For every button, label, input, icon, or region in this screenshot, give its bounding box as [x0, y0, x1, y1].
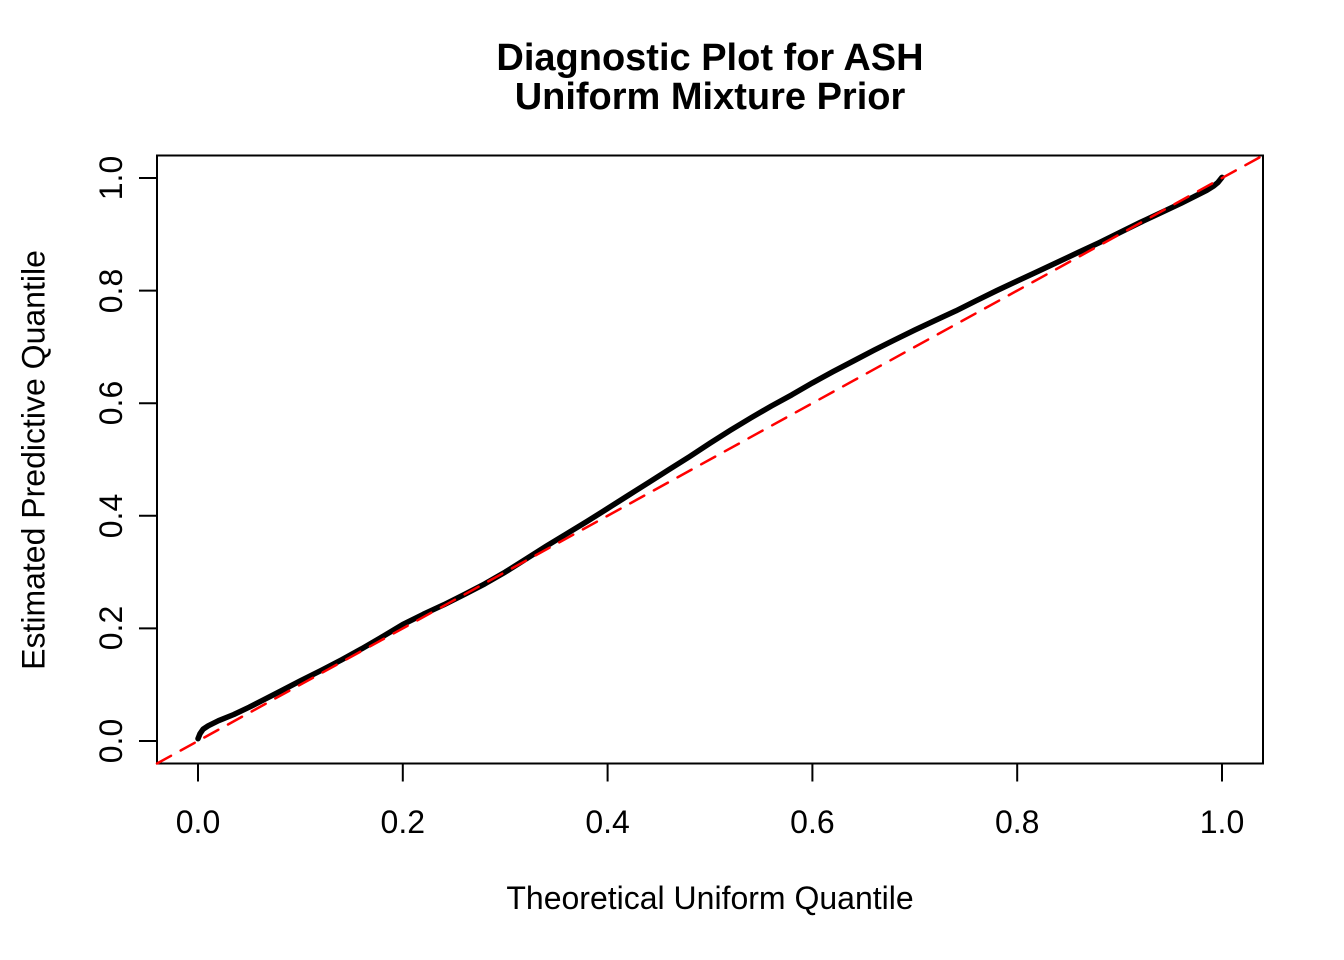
y-tick-label: 0.8 — [93, 268, 129, 313]
x-tick-label: 0.4 — [585, 804, 630, 840]
x-tick-label: 0.6 — [790, 804, 835, 840]
plot-title-line-2: Uniform Mixture Prior — [514, 76, 906, 118]
plot-title-line-1: Diagnostic Plot for ASH — [496, 37, 924, 79]
x-tick-label: 0.0 — [175, 804, 221, 840]
identity-reference-line — [155, 154, 1265, 765]
x-tick-label: 0.2 — [380, 804, 426, 840]
y-tick-label: 1.0 — [93, 155, 129, 201]
y-tick-label: 0.6 — [93, 380, 129, 426]
estimated-predictive-quantile-curve — [195, 174, 1225, 742]
y-tick-label: 0.2 — [93, 606, 129, 651]
y-tick-label: 0.0 — [93, 718, 129, 764]
plot-box — [156, 154, 1264, 765]
x-axis-title: Theoretical Uniform Quantile — [506, 880, 914, 916]
x-tick-label: 1.0 — [1199, 804, 1245, 840]
plot-title: Diagnostic Plot for ASH Uniform Mixture … — [157, 39, 1263, 117]
y-tick-label: 0.4 — [93, 493, 129, 539]
x-tick-label: 0.8 — [994, 804, 1040, 840]
y-axis-title: Estimated Predictive Quantile — [15, 250, 52, 670]
